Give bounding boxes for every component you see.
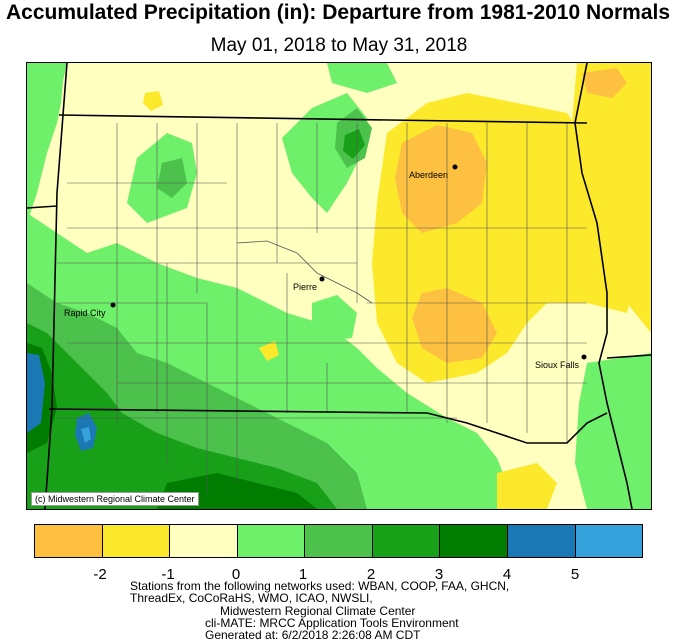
city-sioux-falls: Sioux Falls: [535, 354, 587, 370]
city-marker: [581, 354, 587, 360]
city-marker: [452, 164, 458, 170]
record-wet-southwest-core: [81, 427, 91, 443]
color-legend: [34, 524, 643, 558]
legend-swatch: [102, 525, 171, 557]
city-label-rapid-city: Rapid City: [64, 308, 106, 318]
legend-swatch: [372, 525, 441, 557]
map-canvas: Aberdeen Pierre Rapid City Sioux Falls: [27, 63, 651, 509]
legend-swatch: [575, 525, 643, 557]
legend-tick-label: 2: [366, 566, 376, 583]
legend-swatch: [237, 525, 306, 557]
footer-line: Stations from the following networks use…: [130, 579, 510, 593]
dry-region-southeast: [497, 463, 557, 509]
wet-region-west: [27, 63, 67, 223]
city-label-sioux-falls: Sioux Falls: [535, 360, 580, 370]
very-wet-southwest: [27, 323, 337, 509]
very-dry-aberdeen: [395, 125, 487, 233]
legend-tick-label: 3: [434, 566, 444, 583]
dry-region-northeast: [572, 63, 651, 333]
footer-line: Generated at: 6/2/2018 2:26:08 AM CDT: [205, 628, 421, 642]
county-boundaries: [57, 123, 587, 493]
legend-tick-label: -2: [93, 566, 107, 583]
city-marker: [110, 302, 116, 308]
legend-swatch: [35, 525, 103, 557]
wet-region-east: [575, 353, 651, 509]
legend-swatch: [507, 525, 576, 557]
legend-swatch: [170, 525, 238, 557]
river-line: [236, 240, 373, 304]
very-dry-northeast: [582, 68, 627, 98]
legend-tick-label: 1: [298, 566, 308, 583]
city-pierre: Pierre: [293, 276, 325, 292]
moderate-wet-nw: [157, 158, 187, 198]
legend-tick-label: 0: [231, 566, 241, 583]
dry-spot-north: [143, 91, 163, 111]
city-rapid-city: Rapid City: [64, 302, 116, 318]
footer-line: Midwestern Regional Climate Center: [220, 604, 416, 618]
legend-swatch: [440, 525, 508, 557]
legend-ticks: -2 -1 0 1 2 3 4 5: [0, 566, 678, 584]
legend-tick-label: -1: [161, 566, 175, 583]
copyright-notice: (c) Midwestern Regional Climate Center: [31, 492, 199, 506]
dry-spot-central: [259, 341, 279, 361]
wet-region-north-edge: [327, 63, 397, 93]
city-label-pierre: Pierre: [293, 282, 317, 292]
state-boundaries: [27, 63, 651, 509]
very-wet-north: [343, 129, 365, 159]
wet-region-pierre-south: [312, 295, 357, 341]
legend-swatch: [305, 525, 373, 557]
city-label-aberdeen: Aberdeen: [409, 170, 448, 180]
legend-tick-label: 4: [502, 566, 512, 583]
footer-line: cli-MATE: MRCC Application Tools Environ…: [205, 616, 459, 630]
footer-line: ThreadEx, CoCoRaHS, WMO, ICAO, NWSLI,: [130, 591, 373, 605]
legend-tick-label: 5: [570, 566, 580, 583]
very-dry-south-central: [412, 288, 497, 363]
city-aberdeen: Aberdeen: [409, 164, 458, 180]
city-marker: [319, 276, 325, 282]
precipitation-map: Aberdeen Pierre Rapid City Sioux Falls (…: [26, 62, 652, 510]
record-wet-west: [27, 353, 45, 433]
map-title: Accumulated Precipitation (in): Departur…: [6, 1, 671, 24]
map-subtitle: May 01, 2018 to May 31, 2018: [210, 35, 468, 56]
